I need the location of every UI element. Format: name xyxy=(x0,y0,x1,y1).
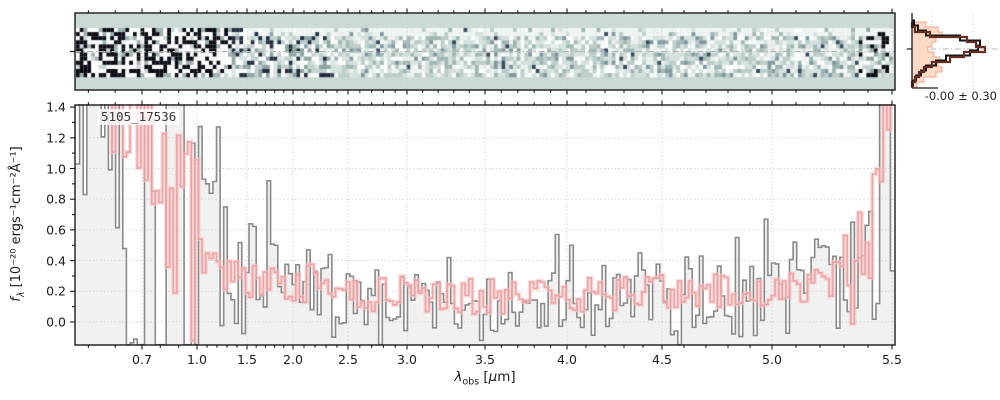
lambda-symbol: λ xyxy=(454,369,463,385)
mu-symbol: μ xyxy=(488,369,498,385)
y-tick-label: 1.4 xyxy=(46,99,66,115)
y-axis-label: fλ [10⁻²⁰ ergs⁻¹cm⁻²Å⁻¹] xyxy=(9,146,27,302)
spectrum-2d-image xyxy=(75,13,895,90)
hist-black-step xyxy=(912,19,981,87)
object-id-label: 5105_17536 xyxy=(98,109,180,125)
y-tick-label: 1.2 xyxy=(46,130,66,146)
y-tick-label: 0.0 xyxy=(46,314,66,330)
y-tick-label: 0.8 xyxy=(46,191,66,207)
flux-step-line xyxy=(76,104,894,346)
spectrum-1d-panel xyxy=(75,104,895,346)
spectrum-1d-border xyxy=(74,104,896,346)
y-tick-label: 0.4 xyxy=(46,253,66,269)
hist-brown-step xyxy=(910,22,987,87)
flux-symbol: f xyxy=(9,297,25,302)
histogram-stat-label: -0.00 ± 0.30 xyxy=(924,89,997,103)
x-tick-label: 2.0 xyxy=(283,352,303,367)
x-axis-label: λobs [μm] xyxy=(454,369,515,388)
lambda-subscript: obs xyxy=(462,376,480,388)
y-tick-label: 0.2 xyxy=(46,283,66,299)
unit-close: m] xyxy=(497,369,516,385)
flux-units: [10⁻²⁰ ergs⁻¹cm⁻²Å⁻¹] xyxy=(9,146,25,292)
pixel-histogram-panel xyxy=(906,13,998,89)
x-tick-label: 5.5 xyxy=(882,352,902,367)
x-tick-label: 1.0 xyxy=(187,352,207,367)
unit-open: [ xyxy=(479,369,489,385)
y-tick-label: 0.6 xyxy=(46,222,66,238)
x-tick-label: 3.5 xyxy=(475,352,495,367)
x-tick-label: 2.5 xyxy=(338,352,358,367)
x-tick-label: 0.7 xyxy=(132,352,152,367)
x-tick-label: 1.5 xyxy=(237,352,257,367)
x-tick-label: 4.0 xyxy=(557,352,577,367)
x-tick-label: 4.5 xyxy=(652,352,672,367)
flux-fill xyxy=(76,104,894,345)
x-tick-label: 5.0 xyxy=(762,352,782,367)
hist-salmon-fill xyxy=(911,21,943,88)
clipped-data-layer xyxy=(75,104,895,346)
x-tick-label: 3.0 xyxy=(397,352,417,367)
y-tick-label: 1.0 xyxy=(46,161,66,176)
